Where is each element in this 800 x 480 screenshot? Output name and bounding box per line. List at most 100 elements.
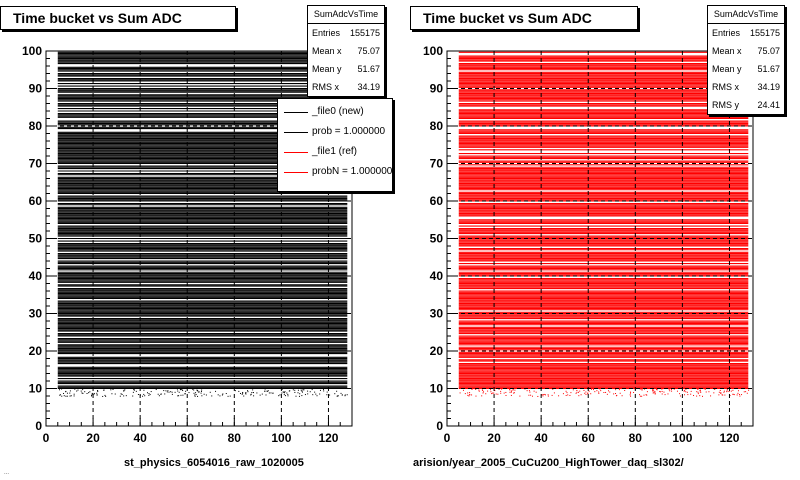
data-point xyxy=(63,395,65,397)
x-tick-label: 0 xyxy=(444,431,451,445)
data-point xyxy=(309,391,311,393)
data-point xyxy=(82,392,84,394)
data-point xyxy=(748,389,750,391)
y-tick-label: 30 xyxy=(29,307,43,321)
data-point xyxy=(552,388,554,390)
data-point xyxy=(565,390,567,392)
data-point xyxy=(283,392,285,394)
data-point xyxy=(475,388,477,390)
data-point xyxy=(526,390,528,392)
data-point xyxy=(728,390,730,392)
legend-swatch xyxy=(284,132,308,133)
data-point xyxy=(307,393,309,395)
stats-label: Mean y xyxy=(312,64,342,74)
data-point xyxy=(59,389,61,391)
data-point xyxy=(284,391,286,393)
data-point xyxy=(91,394,93,396)
data-point xyxy=(103,388,105,390)
data-point xyxy=(312,394,314,396)
data-point xyxy=(149,394,151,396)
data-point xyxy=(699,395,701,397)
legend-swatch xyxy=(284,172,308,173)
data-point xyxy=(302,389,304,391)
stats-row: RMS x 34.19 xyxy=(708,78,784,96)
data-point xyxy=(73,395,75,397)
data-point xyxy=(609,391,611,393)
x-tick-label: 100 xyxy=(672,431,692,445)
data-point xyxy=(478,389,480,391)
data-point xyxy=(646,394,648,396)
data-point xyxy=(102,395,104,397)
data-point xyxy=(690,390,692,392)
data-point xyxy=(565,394,567,396)
data-point xyxy=(487,390,489,392)
data-point xyxy=(121,393,123,395)
data-point xyxy=(110,389,112,391)
legend-box: _file0 (new) prob = 1.000000 _file1 (ref) p… xyxy=(277,98,393,192)
data-point xyxy=(512,389,514,391)
data-point xyxy=(510,390,512,392)
x-tick-label: 20 xyxy=(86,431,100,445)
x-tick-label: 100 xyxy=(271,431,291,445)
data-point xyxy=(547,394,549,396)
data-point xyxy=(541,394,543,396)
data-point xyxy=(123,389,125,391)
data-point xyxy=(719,389,721,391)
data-point xyxy=(509,389,511,391)
data-point xyxy=(684,394,686,396)
data-point xyxy=(583,389,585,391)
data-point xyxy=(242,392,244,394)
data-point xyxy=(737,392,739,394)
data-point xyxy=(606,393,608,395)
data-point xyxy=(281,392,283,394)
y-tick-label: 80 xyxy=(29,119,43,133)
data-point xyxy=(544,394,546,396)
data-point xyxy=(82,389,84,391)
legend-entry: probN = 1.000000 xyxy=(278,162,392,182)
data-point xyxy=(501,388,503,390)
data-point xyxy=(247,390,249,392)
data-point xyxy=(577,391,579,393)
y-tick-label: 60 xyxy=(430,194,444,208)
data-point xyxy=(171,391,173,393)
data-point xyxy=(178,391,180,393)
data-point xyxy=(510,391,512,393)
data-point xyxy=(193,392,195,394)
data-point xyxy=(174,391,176,393)
data-point xyxy=(492,392,494,394)
data-point xyxy=(478,390,480,392)
data-point xyxy=(252,392,254,394)
data-point xyxy=(281,388,283,390)
data-point xyxy=(705,391,707,393)
data-point xyxy=(301,395,303,397)
legend-label: _file0 (new) xyxy=(312,106,364,117)
data-point xyxy=(505,391,507,393)
data-point xyxy=(340,392,342,394)
data-point xyxy=(132,395,134,397)
data-point xyxy=(535,391,537,393)
data-point xyxy=(587,392,589,394)
data-point xyxy=(125,395,127,397)
data-point xyxy=(150,391,152,393)
data-point xyxy=(337,395,339,397)
legend-entry: _file0 (new) xyxy=(278,102,392,122)
data-point xyxy=(200,390,202,392)
data-point xyxy=(630,391,632,393)
data-point xyxy=(203,393,205,395)
x-tick-label: 0 xyxy=(43,431,50,445)
data-point xyxy=(250,394,252,396)
stats-label: Entries xyxy=(312,28,341,38)
data-point xyxy=(336,395,338,397)
stats-value: 51.67 xyxy=(357,64,380,74)
stats-header: SumAdcVsTime xyxy=(708,6,784,24)
data-point xyxy=(180,394,182,396)
data-point xyxy=(509,391,511,393)
data-point xyxy=(469,392,471,394)
data-point xyxy=(65,390,67,392)
data-point xyxy=(732,393,734,395)
data-point xyxy=(286,392,288,394)
x-tick-label: 60 xyxy=(582,431,596,445)
data-point xyxy=(596,390,598,392)
left-chart-title: Time bucket vs Sum ADC xyxy=(0,6,236,30)
data-point xyxy=(163,390,165,392)
